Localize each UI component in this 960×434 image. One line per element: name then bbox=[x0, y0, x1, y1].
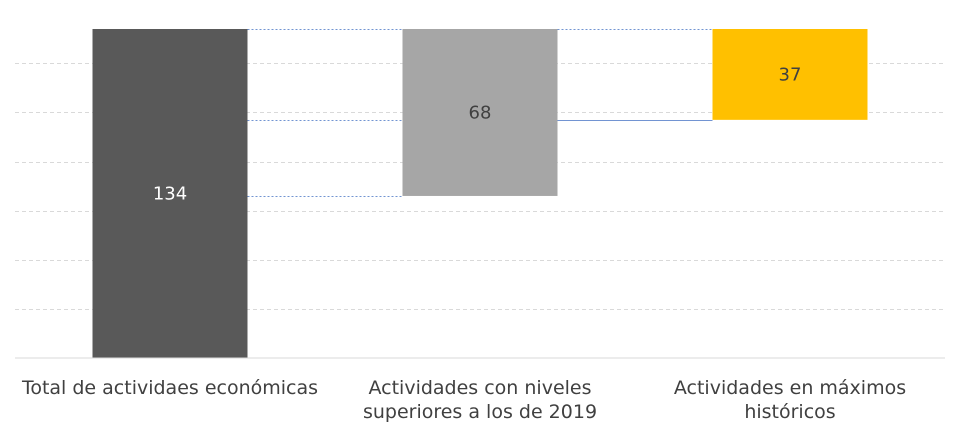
bar-2 bbox=[402, 29, 558, 196]
category-label-2-line-1: Actividades con niveles bbox=[368, 377, 591, 399]
data-labels: 134 68 37 bbox=[153, 64, 802, 204]
category-labels: Total de actividaes económicas Actividade… bbox=[21, 377, 906, 423]
category-label-2-line-2: superiores a los de 2019 bbox=[363, 401, 597, 423]
bar-1 bbox=[92, 29, 248, 358]
bars bbox=[92, 29, 868, 358]
data-label-1: 134 bbox=[153, 184, 187, 205]
category-label-3-line-1: Actividades en máximos bbox=[674, 377, 906, 399]
category-label-1-line-1: Total de actividaes económicas bbox=[21, 377, 318, 399]
data-label-2: 68 bbox=[469, 102, 492, 123]
category-label-3-line-2: históricos bbox=[744, 401, 835, 423]
bar-3 bbox=[712, 29, 868, 120]
data-label-3: 37 bbox=[779, 64, 802, 85]
